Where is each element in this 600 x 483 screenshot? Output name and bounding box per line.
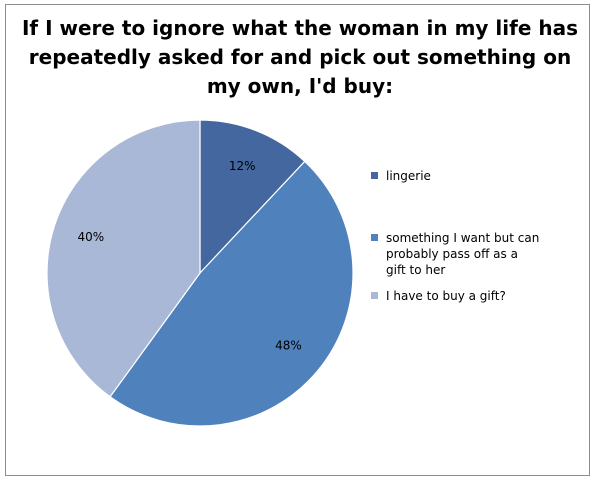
legend: lingerie something I want but can probab… [371,168,541,304]
legend-swatch [371,234,378,241]
legend-swatch [371,172,378,179]
legend-item-i-have-to-buy-a-gift: I have to buy a gift? [371,288,541,304]
legend-item-something-i-want: something I want but can probably pass o… [371,230,541,278]
legend-label: something I want but can probably pass o… [386,231,540,277]
pie-slices [46,119,354,427]
data-label-1: 48% [275,339,302,353]
pie-slice-0 [199,119,306,275]
legend-swatch [371,292,378,299]
chart-title: If I were to ignore what the woman in my… [21,16,579,98]
legend-item-lingerie: lingerie [371,168,541,184]
pie-slice-1 [109,160,354,427]
legend-label: lingerie [386,169,431,183]
data-labels: 12% 48% 40% [78,159,302,353]
pie-slice-2 [46,119,201,398]
data-label-0: 12% [229,159,256,173]
data-label-2: 40% [78,230,105,244]
legend-label: I have to buy a gift? [386,289,506,303]
